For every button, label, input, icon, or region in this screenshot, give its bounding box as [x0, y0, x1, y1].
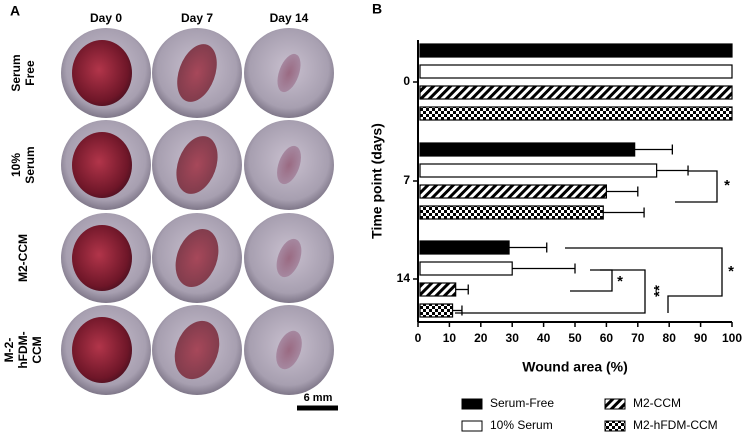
x-tick-label: 70: [631, 331, 645, 345]
row-label: Serum: [9, 54, 23, 91]
wound: [177, 44, 217, 102]
row-label: Free: [23, 60, 37, 86]
wound: [174, 320, 220, 380]
bar: [419, 43, 733, 58]
row-label: CCM: [30, 336, 44, 363]
error-bar: [606, 186, 639, 197]
x-tick-label: 100: [722, 331, 742, 345]
legend-label: Serum-Free: [490, 396, 554, 410]
wound: [176, 136, 218, 194]
x-tick-label: 0: [415, 331, 422, 345]
y-tick-label: 0: [403, 74, 410, 88]
row-label: 10%: [9, 153, 23, 177]
row-label: hFDM-: [16, 331, 30, 368]
x-tick-label: 30: [506, 331, 520, 345]
y-axis-label: Time point (days): [369, 123, 385, 239]
wound: [72, 40, 132, 106]
significance-bracket: [675, 170, 718, 203]
bar: [419, 142, 636, 157]
error-bar: [634, 144, 673, 155]
row-label: M-2-: [2, 338, 16, 363]
legend-swatch: [461, 420, 483, 432]
legend-label: M2-CCM: [633, 396, 681, 410]
y-tick-label: 7: [403, 173, 410, 187]
x-tick-label: 20: [474, 331, 488, 345]
wound: [72, 132, 132, 198]
column-label: Day 14: [270, 11, 309, 25]
panel-b: B Time point (days) Wound area (%) 0 7 14 0 10 2…: [369, 1, 743, 432]
wound: [72, 225, 132, 291]
x-tick-label: 90: [694, 331, 708, 345]
error-bar: [603, 207, 645, 218]
significance-label: *: [617, 273, 623, 290]
significance-bracket: [570, 269, 613, 292]
bar: [419, 303, 454, 318]
legend-label: 10% Serum: [490, 418, 553, 432]
error-bar: [455, 284, 469, 295]
legend-swatch: [461, 398, 483, 410]
x-tick-label: 50: [568, 331, 582, 345]
x-axis-label: Wound area (%): [522, 359, 628, 375]
significance-label: **: [651, 285, 668, 297]
x-tick-label: 40: [537, 331, 551, 345]
bar: [419, 85, 733, 100]
bar: [419, 205, 604, 220]
bar: [419, 261, 513, 276]
x-tick-label: 60: [600, 331, 614, 345]
row-label: M2-CCM: [16, 234, 30, 282]
wound: [277, 53, 301, 93]
wound: [175, 228, 219, 288]
wound: [277, 145, 301, 185]
legend-label: M2-hFDM-CCM: [633, 418, 718, 432]
x-tick-label: 80: [663, 331, 677, 345]
column-label: Day 0: [90, 11, 122, 25]
panel-label: A: [10, 3, 20, 19]
legend-swatch: [604, 420, 626, 432]
x-tick-label: 10: [443, 331, 457, 345]
significance-bracket: [455, 269, 646, 314]
significance-label: *: [728, 263, 734, 280]
row-label: Serum: [23, 146, 37, 183]
bar: [419, 106, 733, 121]
y-tick-label: 14: [397, 271, 411, 285]
column-label: Day 7: [181, 11, 213, 25]
error-bar: [509, 242, 548, 253]
wound: [276, 330, 302, 370]
bar: [419, 64, 733, 79]
significance-bracket: [565, 247, 723, 313]
bar: [419, 163, 658, 178]
error-bar: [512, 263, 576, 274]
error-bar: [656, 165, 689, 176]
scale-bar-label: 6 mm: [304, 392, 333, 404]
bar: [419, 282, 457, 297]
bar: [419, 240, 510, 255]
significance-label: *: [724, 177, 730, 194]
bar: [419, 184, 607, 199]
wound: [72, 317, 132, 383]
error-bar: [452, 305, 463, 316]
panel-label: B: [372, 1, 382, 17]
wound: [276, 238, 302, 278]
legend-swatch: [604, 398, 626, 410]
